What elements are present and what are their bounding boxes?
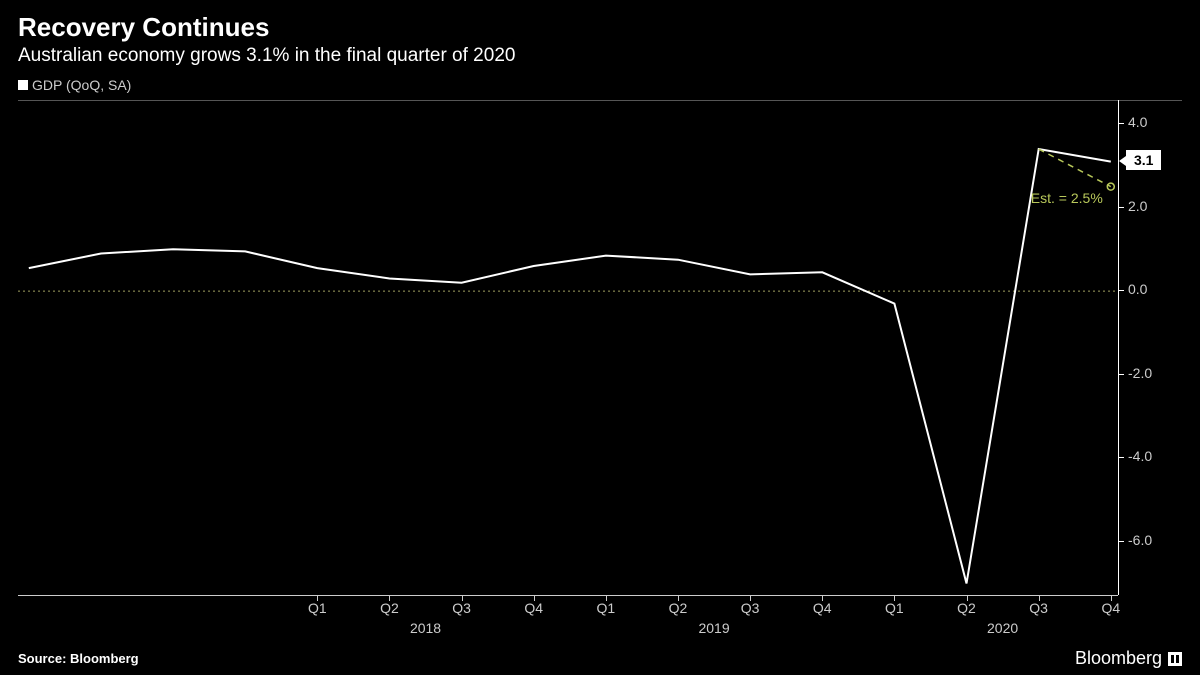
x-quarter-label: Q1 bbox=[308, 600, 327, 616]
x-labels: Q1 Q2 Q3 Q4 Q1 Q2 Q3 Q4 Q1 Q2 Q3 Q4 2018 2019 2020 bbox=[18, 598, 1118, 642]
x-quarter-label: Q1 bbox=[597, 600, 616, 616]
chart-title: Recovery Continues bbox=[18, 12, 1182, 43]
x-tick-mark bbox=[389, 595, 390, 601]
x-tick-mark bbox=[1111, 595, 1112, 601]
y-tick-mark bbox=[1118, 541, 1124, 542]
x-year-label: 2019 bbox=[698, 620, 729, 636]
brand-label: Bloomberg bbox=[1075, 648, 1162, 669]
y-tick-label: 2.0 bbox=[1128, 198, 1147, 214]
legend-label: GDP (QoQ, SA) bbox=[32, 77, 131, 93]
estimate-label: Est. = 2.5% bbox=[1031, 190, 1103, 206]
y-tick-mark bbox=[1118, 290, 1124, 291]
x-tick-mark bbox=[678, 595, 679, 601]
x-tick-mark bbox=[822, 595, 823, 601]
x-quarter-label: Q3 bbox=[452, 600, 471, 616]
y-tick-label: -6.0 bbox=[1128, 532, 1152, 548]
x-tick-mark bbox=[534, 595, 535, 601]
x-tick-mark bbox=[894, 595, 895, 601]
brand-icon bbox=[1168, 652, 1182, 666]
x-quarter-label: Q1 bbox=[885, 600, 904, 616]
x-year-label: 2020 bbox=[987, 620, 1018, 636]
x-tick-mark bbox=[317, 595, 318, 601]
y-tick-mark bbox=[1118, 457, 1124, 458]
x-tick-mark bbox=[462, 595, 463, 601]
x-quarter-label: Q2 bbox=[957, 600, 976, 616]
y-tick-label: -4.0 bbox=[1128, 448, 1152, 464]
line-chart-svg bbox=[18, 101, 1118, 596]
x-quarter-label: Q4 bbox=[813, 600, 832, 616]
x-quarter-label: Q4 bbox=[1101, 600, 1120, 616]
y-tick-label: 4.0 bbox=[1128, 114, 1147, 130]
x-tick-mark bbox=[750, 595, 751, 601]
y-tick-label: -2.0 bbox=[1128, 365, 1152, 381]
x-quarter-label: Q3 bbox=[1029, 600, 1048, 616]
x-axis-line bbox=[18, 595, 1118, 596]
x-quarter-label: Q2 bbox=[380, 600, 399, 616]
y-tick-mark bbox=[1118, 207, 1124, 208]
legend: GDP (QoQ, SA) bbox=[0, 73, 1200, 95]
x-tick-mark bbox=[1039, 595, 1040, 601]
source-text: Source: Bloomberg bbox=[18, 651, 139, 666]
y-tick-mark bbox=[1118, 374, 1124, 375]
chart-subtitle: Australian economy grows 3.1% in the fin… bbox=[18, 45, 1182, 67]
brand: Bloomberg bbox=[1075, 648, 1182, 669]
y-tick-mark bbox=[1118, 123, 1124, 124]
x-tick-mark bbox=[606, 595, 607, 601]
y-axis-line bbox=[1118, 100, 1119, 595]
y-tick-label: 0.0 bbox=[1128, 281, 1147, 297]
callout-pointer bbox=[1119, 156, 1126, 166]
chart-area bbox=[18, 100, 1182, 595]
x-quarter-label: Q3 bbox=[741, 600, 760, 616]
x-quarter-label: Q4 bbox=[524, 600, 543, 616]
x-quarter-label: Q2 bbox=[669, 600, 688, 616]
legend-swatch bbox=[18, 80, 28, 90]
x-tick-mark bbox=[967, 595, 968, 601]
value-callout: 3.1 bbox=[1126, 150, 1161, 170]
x-year-label: 2018 bbox=[410, 620, 441, 636]
